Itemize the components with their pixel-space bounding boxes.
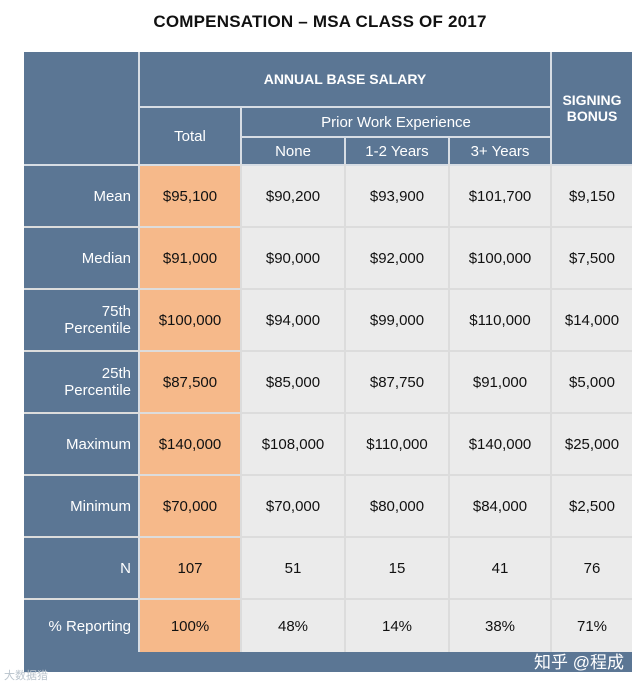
cell-minimum-total: $70,000 [140, 476, 240, 536]
cell-mean-total: $95,100 [140, 166, 240, 226]
header-prior-work-experience: Prior Work Experience [242, 108, 550, 136]
row-label-percent-reporting: % Reporting [24, 600, 138, 652]
cell-n-1-2-years: 15 [346, 538, 448, 598]
header-divider [138, 52, 140, 164]
watermark-left: 大数据猎 [4, 670, 48, 682]
cell-mean-none: $90,200 [242, 166, 344, 226]
cell-minimum-1-2-years: $80,000 [346, 476, 448, 536]
cell-25th-1-2-years: $87,750 [346, 352, 448, 412]
header-3-plus-years: 3+ Years [450, 138, 550, 164]
grid-line [24, 412, 632, 414]
page-title: COMPENSATION – MSA CLASS OF 2017 [153, 12, 487, 31]
header-signing-bonus: SIGNING BONUS [552, 52, 632, 164]
cell-25th-signing-bonus: $5,000 [552, 352, 632, 412]
header-divider [138, 106, 552, 108]
cell-75th-1-2-years: $99,000 [346, 290, 448, 350]
cell-75th-total: $100,000 [140, 290, 240, 350]
cell-maximum-1-2-years: $110,000 [346, 414, 448, 474]
cell-maximum-none: $108,000 [242, 414, 344, 474]
header-none: None [242, 138, 344, 164]
compensation-table: ANNUAL BASE SALARY SIGNING BONUS Total P… [24, 52, 632, 672]
cell-median-total: $91,000 [140, 228, 240, 288]
row-label-median: Median [24, 228, 138, 288]
grid-line [550, 164, 552, 652]
row-label-75th-percentile: 75th Percentile [24, 290, 138, 350]
grid-line [24, 598, 632, 600]
header-total: Total [140, 108, 240, 164]
grid-line [240, 164, 242, 652]
grid-line [448, 164, 450, 652]
row-label-25th-percentile: 25th Percentile [24, 352, 138, 412]
row-label-mean: Mean [24, 166, 138, 226]
grid-line [24, 474, 632, 476]
row-label-minimum: Minimum [24, 476, 138, 536]
cell-median-3-plus-years: $100,000 [450, 228, 550, 288]
cell-maximum-total: $140,000 [140, 414, 240, 474]
cell-minimum-3-plus-years: $84,000 [450, 476, 550, 536]
grid-line [24, 226, 632, 228]
cell-25th-total: $87,500 [140, 352, 240, 412]
header-divider [240, 136, 552, 138]
grid-line [138, 164, 140, 652]
cell-reporting-signing-bonus: 71% [552, 600, 632, 652]
cell-n-total: 107 [140, 538, 240, 598]
cell-maximum-signing-bonus: $25,000 [552, 414, 632, 474]
cell-75th-none: $94,000 [242, 290, 344, 350]
cell-reporting-3-plus-years: 38% [450, 600, 550, 652]
cell-n-none: 51 [242, 538, 344, 598]
row-label-maximum: Maximum [24, 414, 138, 474]
cell-reporting-total: 100% [140, 600, 240, 652]
cell-minimum-signing-bonus: $2,500 [552, 476, 632, 536]
cell-mean-1-2-years: $93,900 [346, 166, 448, 226]
grid-line [24, 350, 632, 352]
cell-n-3-plus-years: 41 [450, 538, 550, 598]
cell-median-signing-bonus: $7,500 [552, 228, 632, 288]
header-1-2-years: 1-2 Years [346, 138, 448, 164]
cell-reporting-none: 48% [242, 600, 344, 652]
header-divider [550, 52, 552, 164]
cell-n-signing-bonus: 76 [552, 538, 632, 598]
header-divider [344, 136, 346, 164]
cell-25th-3-plus-years: $91,000 [450, 352, 550, 412]
header-divider [448, 136, 450, 164]
cell-mean-signing-bonus: $9,150 [552, 166, 632, 226]
cell-75th-signing-bonus: $14,000 [552, 290, 632, 350]
cell-mean-3-plus-years: $101,700 [450, 166, 550, 226]
header-annual-base-salary: ANNUAL BASE SALARY [140, 52, 550, 106]
cell-25th-none: $85,000 [242, 352, 344, 412]
grid-line [344, 164, 346, 652]
grid-line [24, 288, 632, 290]
cell-reporting-1-2-years: 14% [346, 600, 448, 652]
header-divider [24, 164, 632, 166]
cell-median-none: $90,000 [242, 228, 344, 288]
cell-75th-3-plus-years: $110,000 [450, 290, 550, 350]
cell-median-1-2-years: $92,000 [346, 228, 448, 288]
cell-maximum-3-plus-years: $140,000 [450, 414, 550, 474]
header-divider [240, 106, 242, 164]
row-label-n: N [24, 538, 138, 598]
watermark-right: 知乎 @程成 [534, 653, 624, 672]
grid-line [24, 536, 632, 538]
cell-minimum-none: $70,000 [242, 476, 344, 536]
